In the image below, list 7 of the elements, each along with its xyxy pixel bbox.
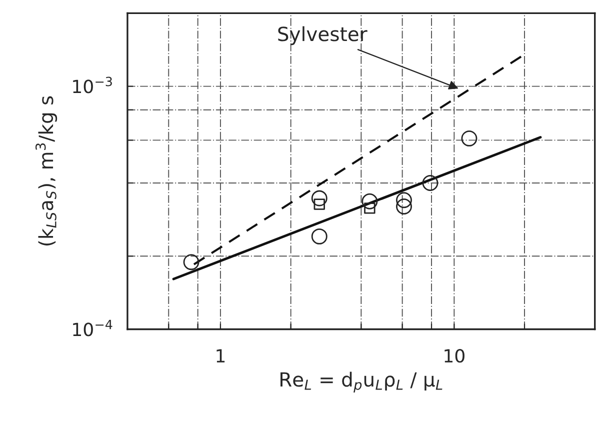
text: Re$_{L}$ = d$_{p}$u$_{L}$ρ$_{L}$ / μ$_{L}$: [280, 372, 442, 393]
annotation: Sylvester: [278, 26, 368, 46]
x-tick-label: 1: [216, 349, 225, 362]
y-axis-title: (k$_{LS}$a$_{S}$), m$^{3}$/kg s: [35, 96, 58, 246]
x-tick-label: 10: [444, 349, 464, 363]
y-tick-label: 10$^{−4}$: [73, 320, 112, 336]
y-tick-label: 10$^{−3}$: [73, 76, 112, 94]
